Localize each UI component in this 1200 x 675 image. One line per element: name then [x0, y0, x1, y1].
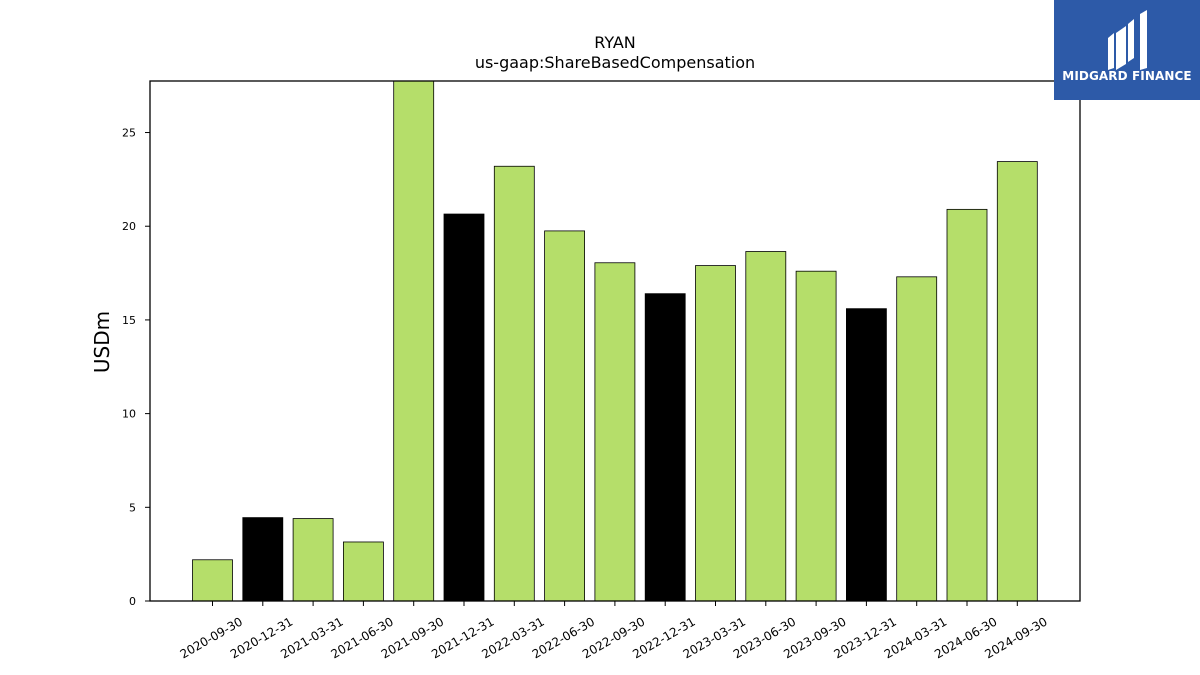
bar-2021-06-30 — [342, 541, 384, 602]
bar-2023-12-31 — [846, 308, 887, 602]
chart-subtitle: us-gaap:ShareBasedCompensation — [475, 53, 755, 72]
bar-2021-12-31 — [443, 213, 485, 602]
y-tick-label: 20 — [122, 220, 136, 233]
bar-2023-09-30 — [795, 270, 837, 602]
bar-2022-06-30 — [544, 230, 585, 602]
bar-2023-06-30 — [745, 251, 787, 602]
y-tick-label: 10 — [122, 408, 136, 421]
y-tick-label: 5 — [129, 501, 136, 514]
bar-2023-03-31 — [695, 265, 736, 602]
y-tick-label: 0 — [129, 595, 136, 608]
bar-2022-12-31 — [644, 293, 686, 602]
chart-title: RYAN — [594, 33, 636, 52]
brand-logo: MIDGARD FINANCE — [1054, 0, 1200, 100]
plot-frame — [149, 80, 1081, 602]
bar-series — [192, 80, 1038, 602]
y-tick-label: 15 — [122, 314, 136, 327]
bar-2024-03-31 — [896, 276, 938, 602]
bar-2021-09-30 — [393, 80, 435, 602]
y-tick-label: 25 — [122, 127, 136, 140]
x-axis-ticks: 2020-09-302020-12-312021-03-312021-06-30… — [178, 601, 1050, 661]
bar-2022-03-31 — [493, 165, 535, 602]
brand-name: MIDGARD FINANCE — [1062, 69, 1192, 83]
bar-2022-09-30 — [594, 262, 636, 602]
bar-2024-09-30 — [996, 161, 1038, 602]
bar-2020-12-31 — [242, 517, 284, 602]
midgard-logo-icon — [1108, 10, 1147, 70]
y-axis-ticks: 0 5 10 15 20 25 — [122, 127, 150, 608]
y-axis-label: USDm — [90, 311, 114, 373]
bar-2020-09-30 — [192, 559, 233, 602]
bar-2024-06-30 — [946, 208, 988, 602]
bar-2021-03-31 — [292, 518, 334, 602]
